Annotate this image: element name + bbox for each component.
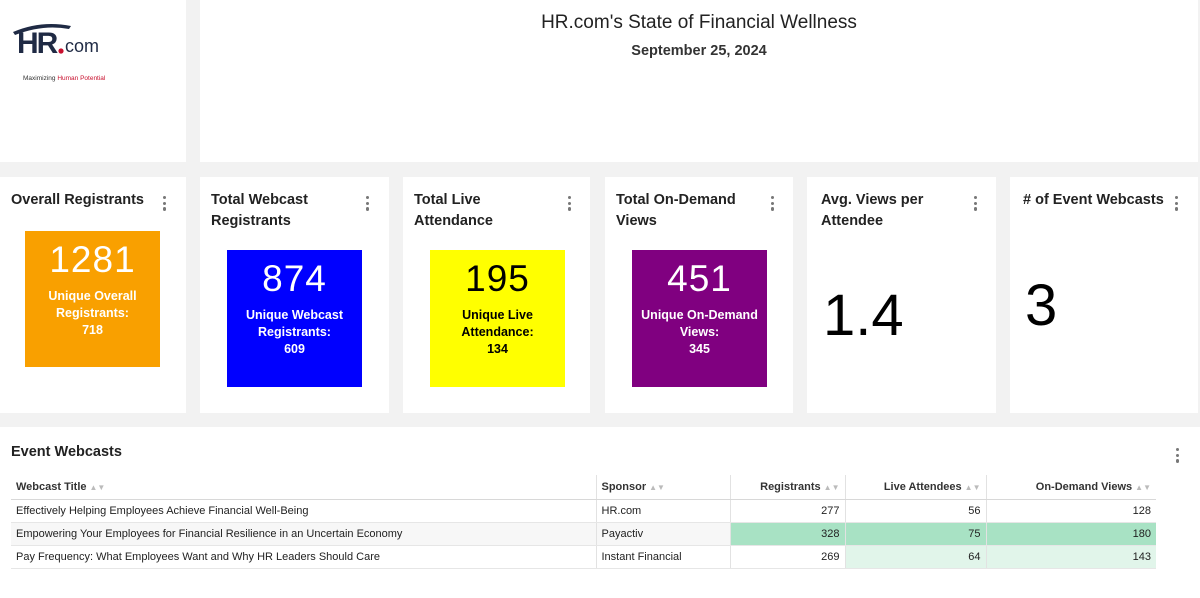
more-options-icon[interactable] [974, 196, 978, 212]
section-title: Event Webcasts [11, 444, 122, 460]
kpi-value: 3 [1025, 273, 1058, 338]
table-row[interactable]: Pay Frequency: What Employees Want and W… [11, 545, 1156, 569]
kpi-sub-value: 609 [284, 342, 305, 356]
table-header-row: Webcast Title ▲▼ Sponsor ▲▼ Registrants ▲▼ … [11, 475, 1156, 500]
cell-on-demand-views: 143 [986, 545, 1156, 569]
kpi-title: Total Webcast Registrants [211, 192, 308, 229]
kpi-sub-label: Unique Live Attendance: [461, 308, 534, 339]
kpi-total-webcast-registrants: Total Webcast Registrants 874 Unique Web… [200, 177, 389, 413]
logo-mark-icon: HR com [13, 24, 99, 56]
kpi-avg-views-per-attendee: Avg. Views per Attendee 1.4 [807, 177, 996, 413]
cell-sponsor: HR.com [596, 499, 731, 523]
event-date: September 25, 2024 [631, 43, 767, 59]
cell-on-demand-views: 128 [986, 499, 1156, 523]
kpi-title: # of Event Webcasts [1023, 192, 1164, 208]
kpi-event-webcasts: # of Event Webcasts 3 [1010, 177, 1198, 413]
cell-on-demand-views: 180 [986, 522, 1156, 546]
column-header-webcast-title[interactable]: Webcast Title ▲▼ [11, 475, 597, 500]
kpi-sub-label: Unique On-Demand Views: [641, 308, 758, 339]
more-options-icon[interactable] [163, 196, 167, 212]
kpi-title: Total Live Attendance [414, 192, 493, 229]
more-options-icon[interactable] [771, 196, 775, 212]
sort-icon: ▲▼ [823, 482, 840, 492]
kpi-sub-value: 345 [689, 342, 710, 356]
more-options-icon[interactable] [366, 196, 370, 212]
kpi-value: 195 [465, 258, 530, 299]
cell-live-attendees: 75 [845, 522, 987, 546]
tagline-accent: Human Potential [57, 75, 106, 82]
kpi-tile: 1281 Unique Overall Registrants: 718 [25, 231, 160, 367]
kpi-tile: 451 Unique On-Demand Views: 345 [632, 250, 767, 387]
svg-text:HR: HR [17, 27, 59, 56]
cell-webcast-title: Pay Frequency: What Employees Want and W… [11, 545, 597, 569]
svg-text:com: com [65, 36, 99, 56]
cell-webcast-title: Effectively Helping Employees Achieve Fi… [11, 499, 597, 523]
kpi-total-on-demand-views: Total On-Demand Views 451 Unique On-Dema… [605, 177, 793, 413]
cell-sponsor: Payactiv [596, 522, 731, 546]
more-options-icon[interactable] [1175, 196, 1179, 212]
event-webcasts-panel: Event Webcasts Webcast Title ▲▼ Sponsor ▲▼… [0, 427, 1200, 598]
kpi-value: 1.4 [823, 283, 904, 348]
cell-registrants: 328 [730, 522, 846, 546]
more-options-icon[interactable] [1176, 448, 1180, 464]
sort-icon: ▲▼ [1135, 482, 1151, 492]
kpi-overall-registrants: Overall Registrants 1281 Unique Overall … [0, 177, 186, 413]
column-header-live-attendees[interactable]: Live Attendees ▲▼ [845, 475, 987, 500]
tagline-text: Maximizing [23, 75, 58, 82]
more-options-icon[interactable] [568, 196, 572, 212]
kpi-value: 451 [667, 258, 732, 299]
kpi-title: Total On-Demand Views [616, 192, 736, 229]
cell-sponsor: Instant Financial [596, 545, 731, 569]
column-header-sponsor[interactable]: Sponsor ▲▼ [596, 475, 731, 500]
kpi-total-live-attendance: Total Live Attendance 195 Unique Live At… [403, 177, 590, 413]
cell-live-attendees: 56 [845, 499, 987, 523]
sort-icon: ▲▼ [964, 482, 981, 492]
cell-registrants: 269 [730, 545, 846, 569]
cell-webcast-title: Empowering Your Employees for Financial … [11, 522, 597, 546]
sort-icon: ▲▼ [649, 482, 665, 492]
kpi-title: Overall Registrants [11, 192, 144, 208]
cell-registrants: 277 [730, 499, 846, 523]
kpi-tile: 195 Unique Live Attendance: 134 [430, 250, 565, 387]
hr-com-logo[interactable]: HR com Maximizing Human Potential [11, 20, 121, 82]
logo-tagline: Maximizing Human Potential [23, 75, 105, 82]
webcasts-table: Webcast Title ▲▼ Sponsor ▲▼ Registrants ▲▼ … [11, 475, 1156, 569]
kpi-sub-value: 134 [487, 342, 508, 356]
table-row[interactable]: Effectively Helping Employees Achieve Fi… [11, 499, 1156, 523]
kpi-sub-label: Unique Webcast Registrants: [245, 308, 343, 339]
kpi-title: Avg. Views per Attendee [821, 192, 924, 229]
kpi-value: 1281 [49, 239, 136, 280]
dashboard-header: HR.com's State of Financial Wellness Sep… [200, 0, 1198, 162]
kpi-sub-value: 718 [82, 323, 103, 337]
kpi-value: 874 [262, 258, 327, 299]
column-header-on-demand-views[interactable]: On-Demand Views ▲▼ [986, 475, 1156, 500]
logo-card: HR com Maximizing Human Potential [0, 0, 186, 162]
sort-icon: ▲▼ [89, 482, 106, 492]
table-row[interactable]: Empowering Your Employees for Financial … [11, 522, 1156, 546]
cell-live-attendees: 64 [845, 545, 987, 569]
kpi-tile: 874 Unique Webcast Registrants: 609 [227, 250, 362, 387]
kpi-sub-label: Unique Overall Registrants: [48, 289, 137, 320]
column-header-registrants[interactable]: Registrants ▲▼ [730, 475, 846, 500]
page-title: HR.com's State of Financial Wellness [541, 12, 857, 33]
